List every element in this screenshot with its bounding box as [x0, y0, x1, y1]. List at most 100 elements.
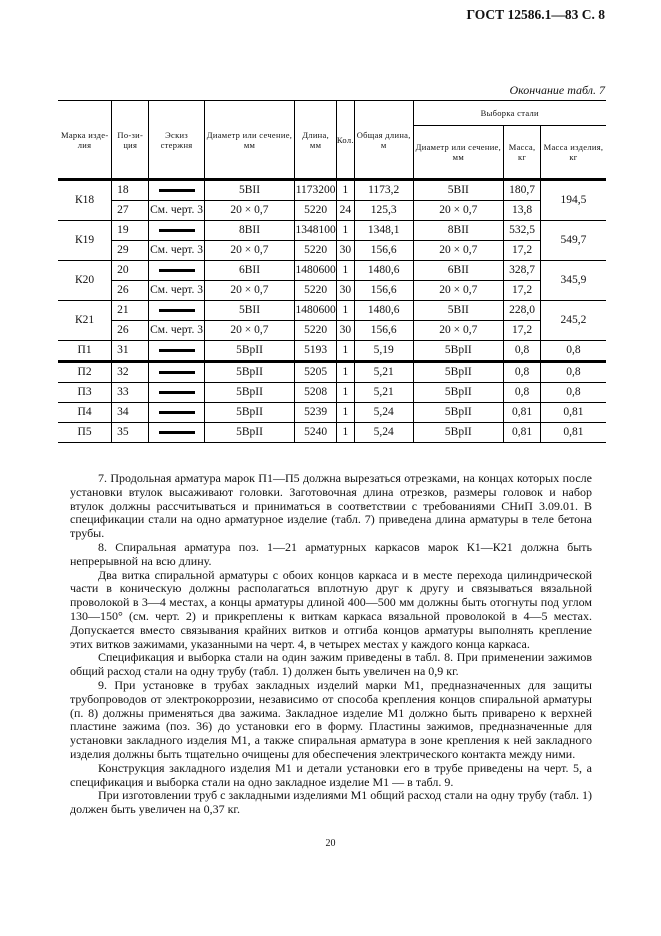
cell-sel-d: 20 × 0,7	[412, 200, 505, 221]
cell-item-mass: 0,8	[539, 340, 606, 363]
cell-mass: 17,2	[503, 320, 541, 341]
cell-sketch	[148, 361, 205, 383]
paragraph: 7. Продольная арматура марок П1—П5 должн…	[70, 471, 592, 541]
col-position: По-зи-ция	[111, 100, 150, 181]
cell-qty: 30	[335, 320, 355, 341]
cell-length: 1480600	[294, 300, 337, 321]
table-row: 26 См. черт. 3 20 × 0,7 5220 30 156,6 20 × 0,7…	[58, 280, 606, 301]
cell-qty: 1	[335, 361, 355, 383]
cell-diameter: 5ВрII	[203, 361, 296, 383]
cell-sel-d: 6ВII	[412, 260, 505, 281]
cell-total: 1480,6	[353, 300, 414, 321]
cell-position: 35	[111, 422, 150, 443]
table-row: П1 31 5ВрII 5193 1 5,19 5ВрII 0,8 0,8	[58, 340, 606, 363]
paragraph: Спецификация и выборка стали на один заж…	[70, 650, 592, 679]
cell-sel-d: 20 × 0,7	[412, 280, 505, 301]
cell-item-mass: 0,8	[539, 382, 606, 403]
cell-total: 156,6	[353, 320, 414, 341]
cell-item-mass: 0,81	[539, 422, 606, 443]
cell-total: 1480,6	[353, 260, 414, 281]
cell-length: 5193	[294, 340, 337, 363]
cell-item-mass: 0,8	[539, 361, 606, 383]
straight-bar-sketch-icon	[158, 410, 195, 414]
cell-total: 5,21	[353, 361, 414, 383]
paragraph: При изготовлении труб с закладными издел…	[70, 788, 592, 817]
straight-bar-sketch-icon	[158, 430, 195, 434]
cell-sel-d: 5ВII	[412, 300, 505, 321]
cell-qty: 24	[335, 200, 355, 221]
paragraph: Конструкция закладного изделия М1 и дета…	[70, 760, 592, 789]
table-row: К20 20 6ВII 1480600 1 1480,6 6ВII 328,7 345,9	[58, 260, 606, 301]
cell-diameter: 8ВII	[203, 220, 296, 241]
cell-total: 125,3	[353, 200, 414, 221]
col-mark: Марка изде­лия	[58, 100, 113, 181]
cell-position: 18	[111, 179, 150, 201]
cell-mass: 0,81	[503, 402, 541, 423]
cell-length: 5220	[294, 280, 337, 301]
cell-diameter: 5ВрII	[203, 422, 296, 443]
cell-sel-d: 5ВрII	[412, 361, 505, 383]
cell-qty: 30	[335, 240, 355, 261]
cell-length: 5240	[294, 422, 337, 443]
cell-mass: 0,8	[503, 361, 541, 383]
cell-position: 19	[111, 220, 150, 241]
cell-total: 5,19	[353, 340, 414, 363]
cell-mass: 0,81	[503, 422, 541, 443]
straight-bar-sketch-icon	[158, 188, 195, 192]
table-row: П3 33 5ВрII 5208 1 5,21 5ВрII 0,8 0,8	[58, 382, 606, 403]
cell-sel-d: 5ВрII	[412, 402, 505, 423]
cell-mass: 0,8	[503, 340, 541, 363]
cell-mass: 0,8	[503, 382, 541, 403]
cell-diameter: 5ВII	[203, 179, 296, 201]
table-row: П4 34 5ВрII 5239 1 5,24 5ВрII 0,81 0,81	[58, 402, 606, 423]
cell-qty: 1	[335, 179, 355, 201]
cell-sel-d: 20 × 0,7	[412, 240, 505, 261]
cell-diameter: 20 × 0,7	[203, 200, 296, 221]
cell-length: 5220	[294, 320, 337, 341]
cell-sketch	[148, 260, 205, 281]
cell-sel-d: 5ВрII	[412, 340, 505, 363]
cell-mark: К19	[58, 220, 113, 261]
cell-sketch	[148, 179, 205, 201]
document-header: ГОСТ 12586.1—83 С. 8	[466, 7, 605, 22]
cell-diameter: 20 × 0,7	[203, 240, 296, 261]
cell-qty: 1	[335, 300, 355, 321]
cell-mark: К18	[58, 179, 113, 221]
col-sketch: Эскиз стержня	[148, 100, 205, 181]
cell-position: 33	[111, 382, 150, 403]
cell-sel-d: 5ВII	[412, 179, 505, 201]
cell-sketch: См. черт. 3	[148, 200, 205, 221]
cell-total: 1173,2	[353, 179, 414, 201]
cell-qty: 1	[335, 340, 355, 363]
col-total-length: Общая длина, м	[353, 100, 414, 181]
cell-length: 5205	[294, 361, 337, 383]
page-number: 20	[325, 838, 336, 849]
straight-bar-sketch-icon	[158, 308, 195, 312]
col-qty: Кол.	[335, 100, 355, 181]
cell-length: 5220	[294, 240, 337, 261]
steel-specification-table: Марка изде­лия По-зи-ция Эскиз стержня Д…	[58, 100, 606, 443]
cell-item-mass: 549,7	[539, 220, 606, 261]
cell-sketch	[148, 300, 205, 321]
body-text: 7. Продольная арматура марок П1—П5 должн…	[70, 471, 592, 817]
cell-mark: П2	[58, 361, 113, 383]
table-row: К19 19 8ВII 1348100 1 1348,1 8ВII 532,5 549,7	[58, 220, 606, 261]
cell-position: 26	[111, 280, 150, 301]
cell-qty: 1	[335, 260, 355, 281]
table-row: 29 См. черт. 3 20 × 0,7 5220 30 156,6 20 × 0,7…	[58, 240, 606, 261]
cell-mark: К21	[58, 300, 113, 341]
cell-position: 21	[111, 300, 150, 321]
straight-bar-sketch-icon	[158, 268, 195, 272]
cell-sketch	[148, 402, 205, 423]
cell-mass: 532,5	[503, 220, 541, 241]
cell-sketch: См. черт. 3	[148, 240, 205, 261]
table-row: 27 См. черт. 3 20 × 0,7 5220 24 125,3 20 × 0,7…	[58, 200, 606, 221]
cell-mark: К20	[58, 260, 113, 301]
cell-item-mass: 0,81	[539, 402, 606, 423]
cell-diameter: 20 × 0,7	[203, 320, 296, 341]
cell-length: 5220	[294, 200, 337, 221]
cell-sel-d: 5ВрII	[412, 382, 505, 403]
paragraph: 9. При установке в трубах закладных изде…	[70, 677, 592, 761]
cell-total: 156,6	[353, 280, 414, 301]
